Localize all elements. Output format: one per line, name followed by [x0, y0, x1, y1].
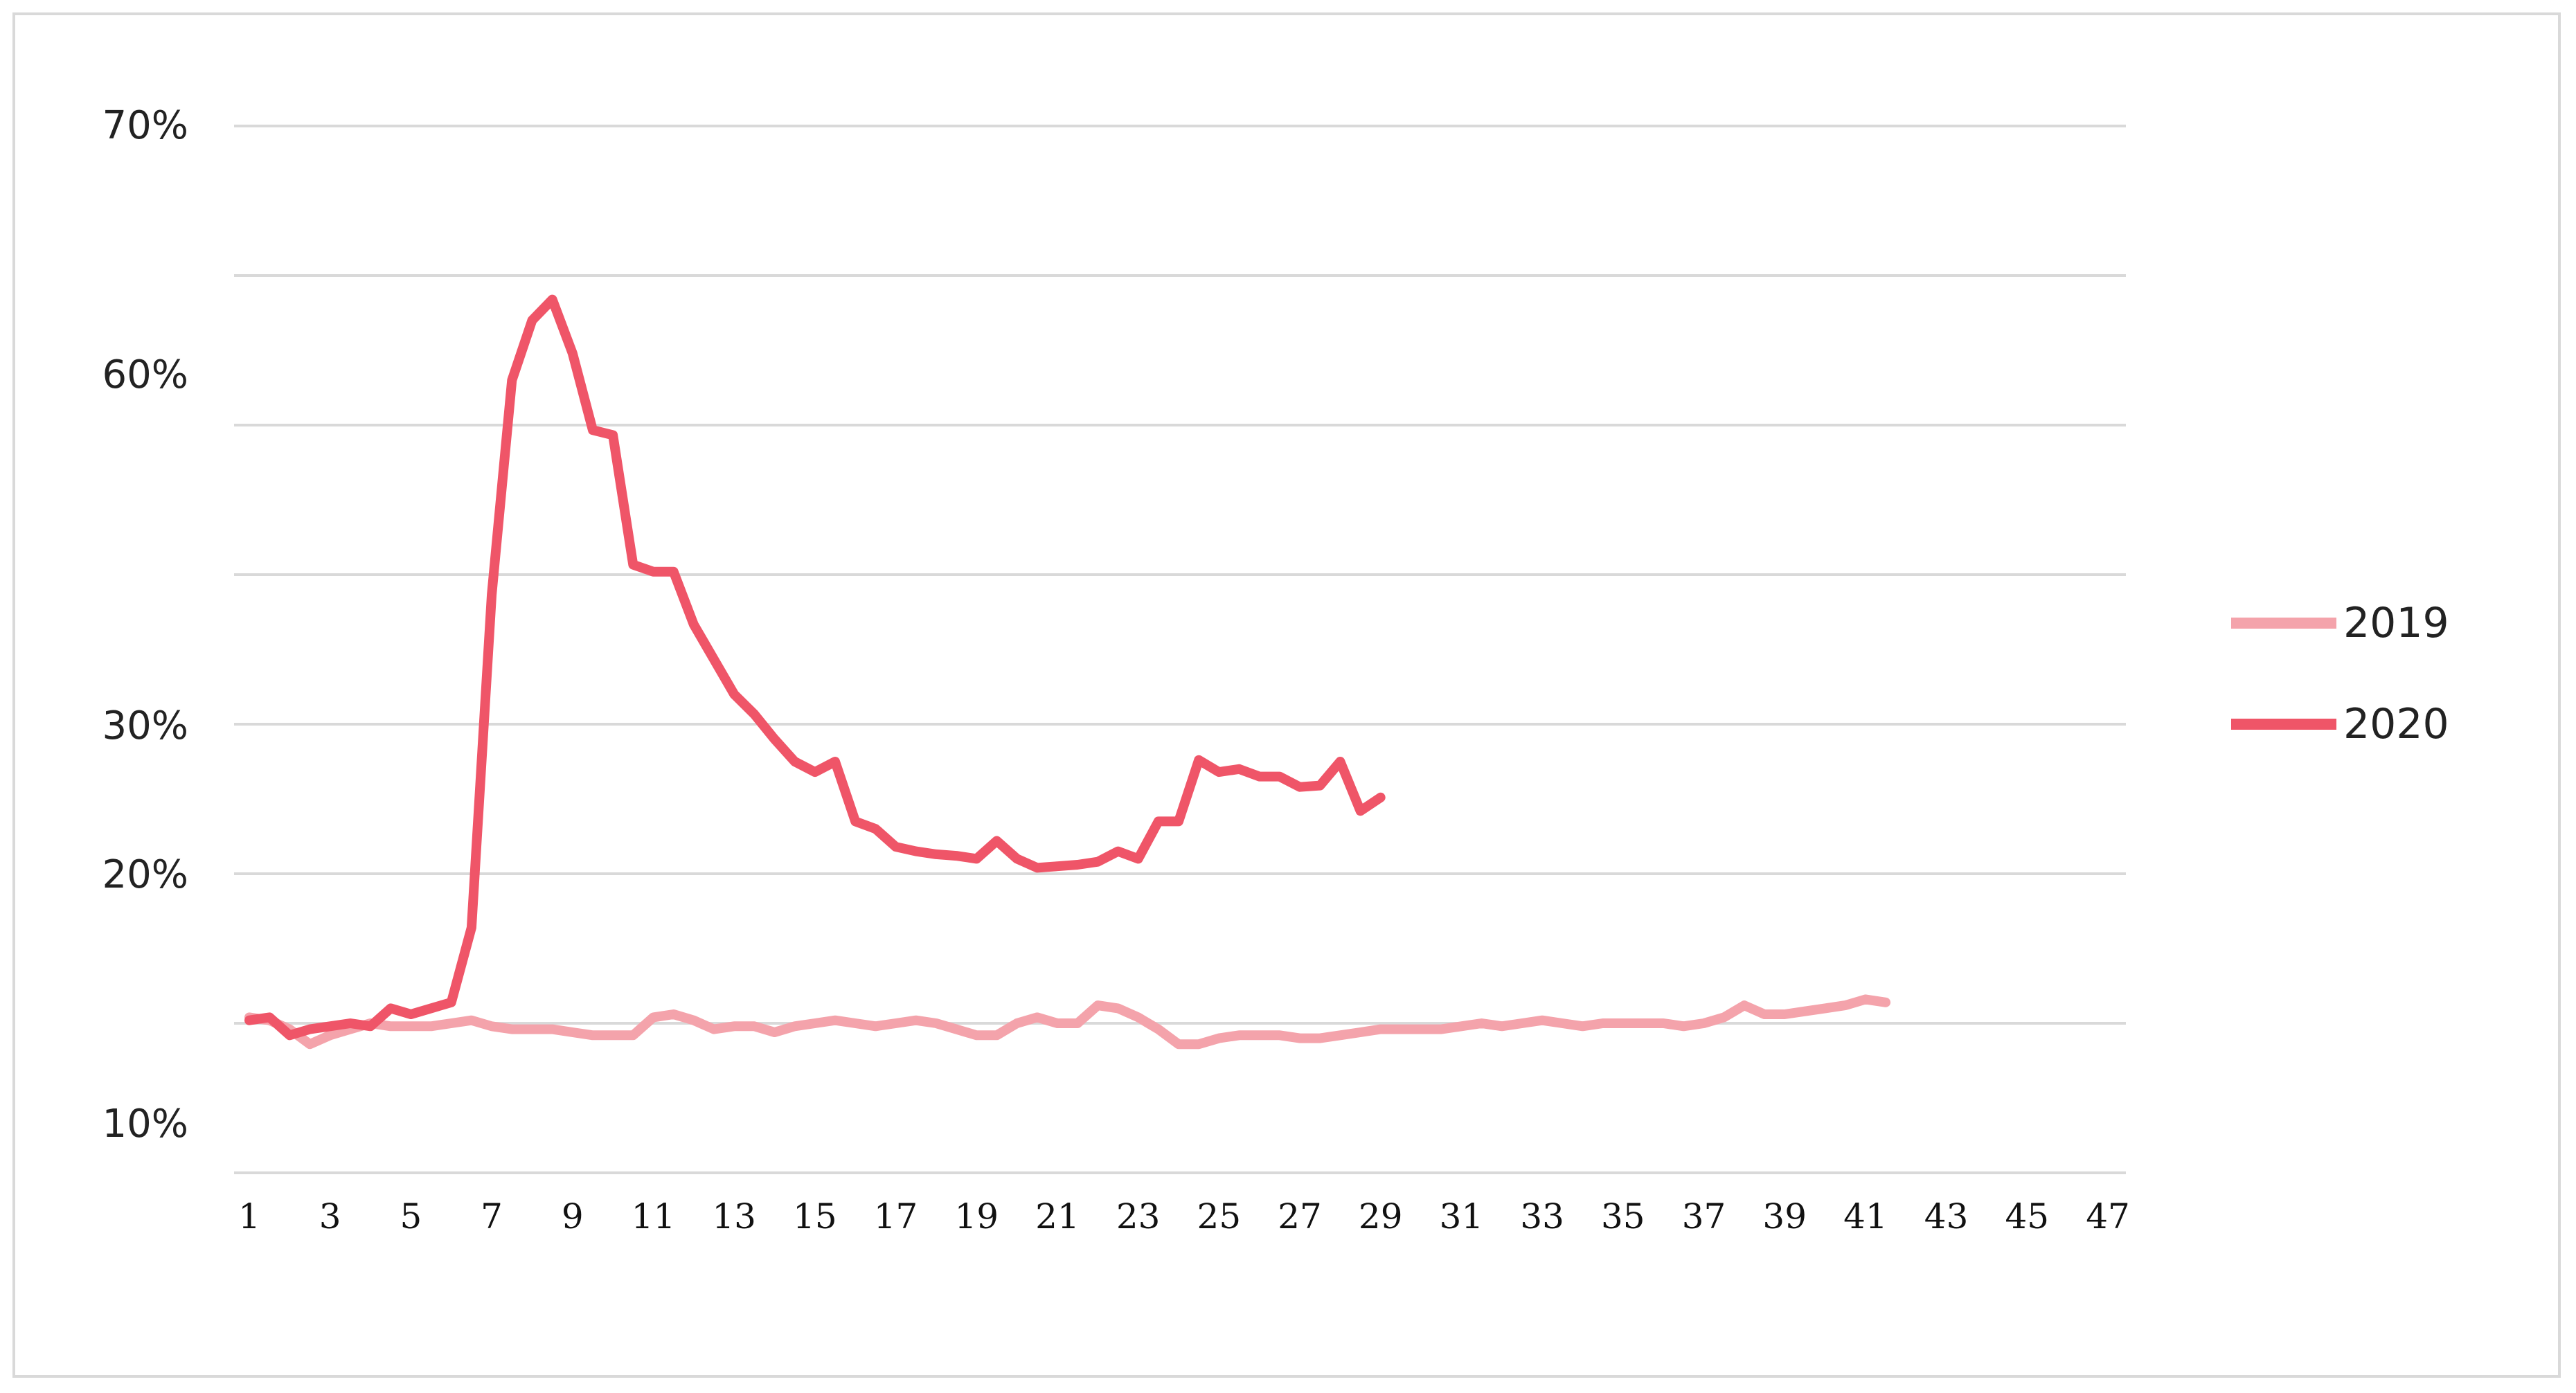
x-tick-label: 25: [1197, 1196, 1242, 1237]
x-tick-label: 5: [400, 1196, 422, 1237]
x-tick-label: 3: [319, 1196, 341, 1237]
x-tick-label: 1: [238, 1196, 260, 1237]
x-tick-label: 9: [562, 1196, 584, 1237]
x-tick-label: 45: [2005, 1196, 2049, 1237]
y-tick-label: 30%: [102, 703, 188, 748]
legend: 2019 2020: [2231, 599, 2449, 748]
legend-label-2019: 2019: [2343, 599, 2449, 647]
series-line-2019: [244, 994, 1891, 1050]
gridlines: [234, 125, 2126, 1174]
x-tick-label: 33: [1520, 1196, 1564, 1237]
legend-label-2020: 2020: [2343, 700, 2449, 748]
x-tick-label: 27: [1278, 1196, 1322, 1237]
x-tick-label: 15: [793, 1196, 837, 1237]
x-tick-label: 31: [1440, 1196, 1484, 1237]
x-tick-label: 13: [712, 1196, 756, 1237]
y-axis-ticks: 70% 60% 30% 20% 10%: [102, 103, 188, 1147]
x-tick-label: 35: [1601, 1196, 1645, 1237]
series-line-2020: [244, 294, 1386, 1041]
x-tick-label: 19: [954, 1196, 999, 1237]
y-tick-label: 10%: [102, 1102, 188, 1147]
x-tick-label: 23: [1116, 1196, 1161, 1237]
x-tick-label: 47: [2086, 1196, 2130, 1237]
x-tick-label: 21: [1035, 1196, 1080, 1237]
x-tick-label: 17: [874, 1196, 918, 1237]
line-chart: 70%60%30%20%10% 1 3 5 7 9 11 13 15 17 19 21 23 25 27 2…: [102, 103, 2449, 1237]
x-tick-label: 7: [481, 1196, 503, 1237]
y-tick-label: 20%: [102, 852, 188, 897]
x-tick-label: 41: [1843, 1196, 1888, 1237]
y-tick-label: 70%: [102, 103, 188, 148]
chart-frame: 70% 60% 30% 20% 10% 1 3 5 7 9 11 13 15 17 19 21 23 25 27 2…: [12, 12, 2561, 1378]
x-tick-label: 39: [1762, 1196, 1807, 1237]
x-tick-label: 11: [632, 1196, 676, 1237]
y-tick-label: 60%: [102, 352, 188, 397]
x-axis-ticks: 1 3 5 7 9 11 13 15 17 19 21 23 25 27 29 31 33 35 37 39 41 43 4…: [238, 1196, 2130, 1237]
x-tick-label: 29: [1359, 1196, 1403, 1237]
x-tick-label: 37: [1682, 1196, 1726, 1237]
series-lines: [244, 294, 1891, 1050]
x-tick-label: 43: [1924, 1196, 1969, 1237]
